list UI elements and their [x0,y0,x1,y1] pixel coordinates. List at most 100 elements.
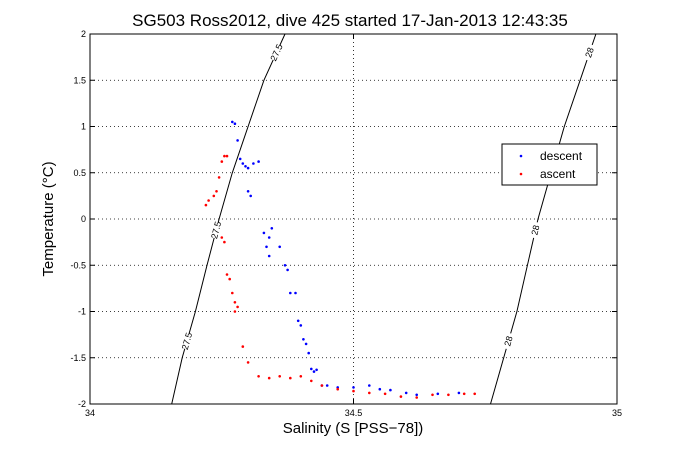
legend-box [501,143,598,186]
contour-label-27.5: 27.5 [209,220,223,239]
point-ascent [431,393,434,397]
data-points [204,120,477,399]
point-ascent [320,384,324,387]
point-ascent [220,236,224,239]
point-ascent [289,376,292,380]
point-descent [404,391,408,395]
point-descent [238,157,242,161]
y-tick-label: 0.5 [73,168,86,178]
point-ascent [220,160,224,163]
contour-label-bg [528,221,543,240]
point-ascent [246,361,250,364]
point-ascent [228,277,231,281]
point-descent [236,139,239,142]
point-ascent [225,273,229,276]
point-descent [262,231,266,235]
point-descent [289,291,292,295]
point-ascent [204,203,208,207]
point-descent [304,342,308,346]
point-ascent [207,199,210,202]
point-descent [310,367,313,371]
point-descent [415,393,419,397]
contour-label-bg [501,332,516,351]
point-ascent [233,301,237,304]
point-descent [312,370,316,373]
point-descent [302,338,305,341]
point-descent [294,291,297,295]
point-descent [389,388,392,392]
point-descent [278,245,282,249]
x-axis-label: Salinity (S [PSS−78]) [283,420,423,437]
point-ascent [399,395,403,398]
y-tick-label: 1 [81,122,86,132]
legend: descent ascent [501,143,598,186]
point-ascent [225,154,229,158]
x-tick-label: 35 [612,408,622,418]
point-ascent [368,391,371,395]
point-descent [457,391,461,395]
contour-label-28: 28 [529,224,541,236]
legend-label-descent: descent [540,149,583,163]
contour-label-bg [582,43,597,62]
y-tick-label: -2 [78,399,86,409]
x-tick-label: 34 [85,408,95,418]
point-ascent [215,190,218,193]
y-tick-label: -1.5 [70,353,86,363]
point-descent [233,122,237,125]
point-ascent [415,396,419,399]
axis-ticks: 34 34.5 35 -2 -1.5 -1 -0.5 0 0.5 1 1.5 2 [70,29,622,418]
contour-label-27.5: 27.5 [180,331,194,351]
y-tick-label: 2 [81,29,86,39]
point-descent [368,384,371,387]
legend-label-ascent: ascent [540,167,576,181]
point-descent [267,236,271,239]
point-descent [283,264,287,267]
point-ascent [473,392,477,396]
point-ascent [223,240,226,244]
point-ascent [223,154,226,158]
y-tick-label: -1 [78,307,86,317]
point-ascent [217,176,221,179]
point-ascent [267,376,271,380]
y-tick-label: 1.5 [73,75,86,85]
point-descent [249,194,252,198]
contour-label-bg [179,332,194,351]
point-ascent [231,291,234,295]
point-ascent [212,194,216,198]
point-descent [336,386,340,389]
point-ascent [383,392,387,396]
point-ascent [310,379,313,383]
point-ascent [241,345,245,348]
point-descent [352,386,355,389]
point-ascent [257,375,260,378]
point-descent [307,351,311,355]
point-descent [299,324,303,327]
chart-title: SG503 Ross2012, dive 425 started 17-Jan-… [132,11,568,30]
x-tick-label: 34.5 [345,408,363,418]
point-descent [315,368,318,372]
point-descent [246,166,250,170]
contour-label-bg [209,221,224,240]
point-descent [257,160,260,163]
contour-label-28: 28 [502,335,514,347]
point-descent [378,387,382,391]
point-descent [267,254,271,258]
point-ascent [336,387,340,391]
point-descent [325,384,329,387]
point-ascent [236,305,239,309]
point-descent [265,245,268,249]
contour-label-bg [268,43,285,62]
y-tick-label: -0.5 [70,260,86,270]
point-descent [436,392,440,396]
point-ascent [447,393,450,397]
point-ascent [233,310,237,313]
point-descent [286,268,289,272]
y-axis-label: Temperature (°C) [40,161,57,276]
point-descent [241,162,245,165]
point-descent [231,120,234,124]
point-descent [246,190,250,193]
y-tick-label: 0 [81,214,86,224]
